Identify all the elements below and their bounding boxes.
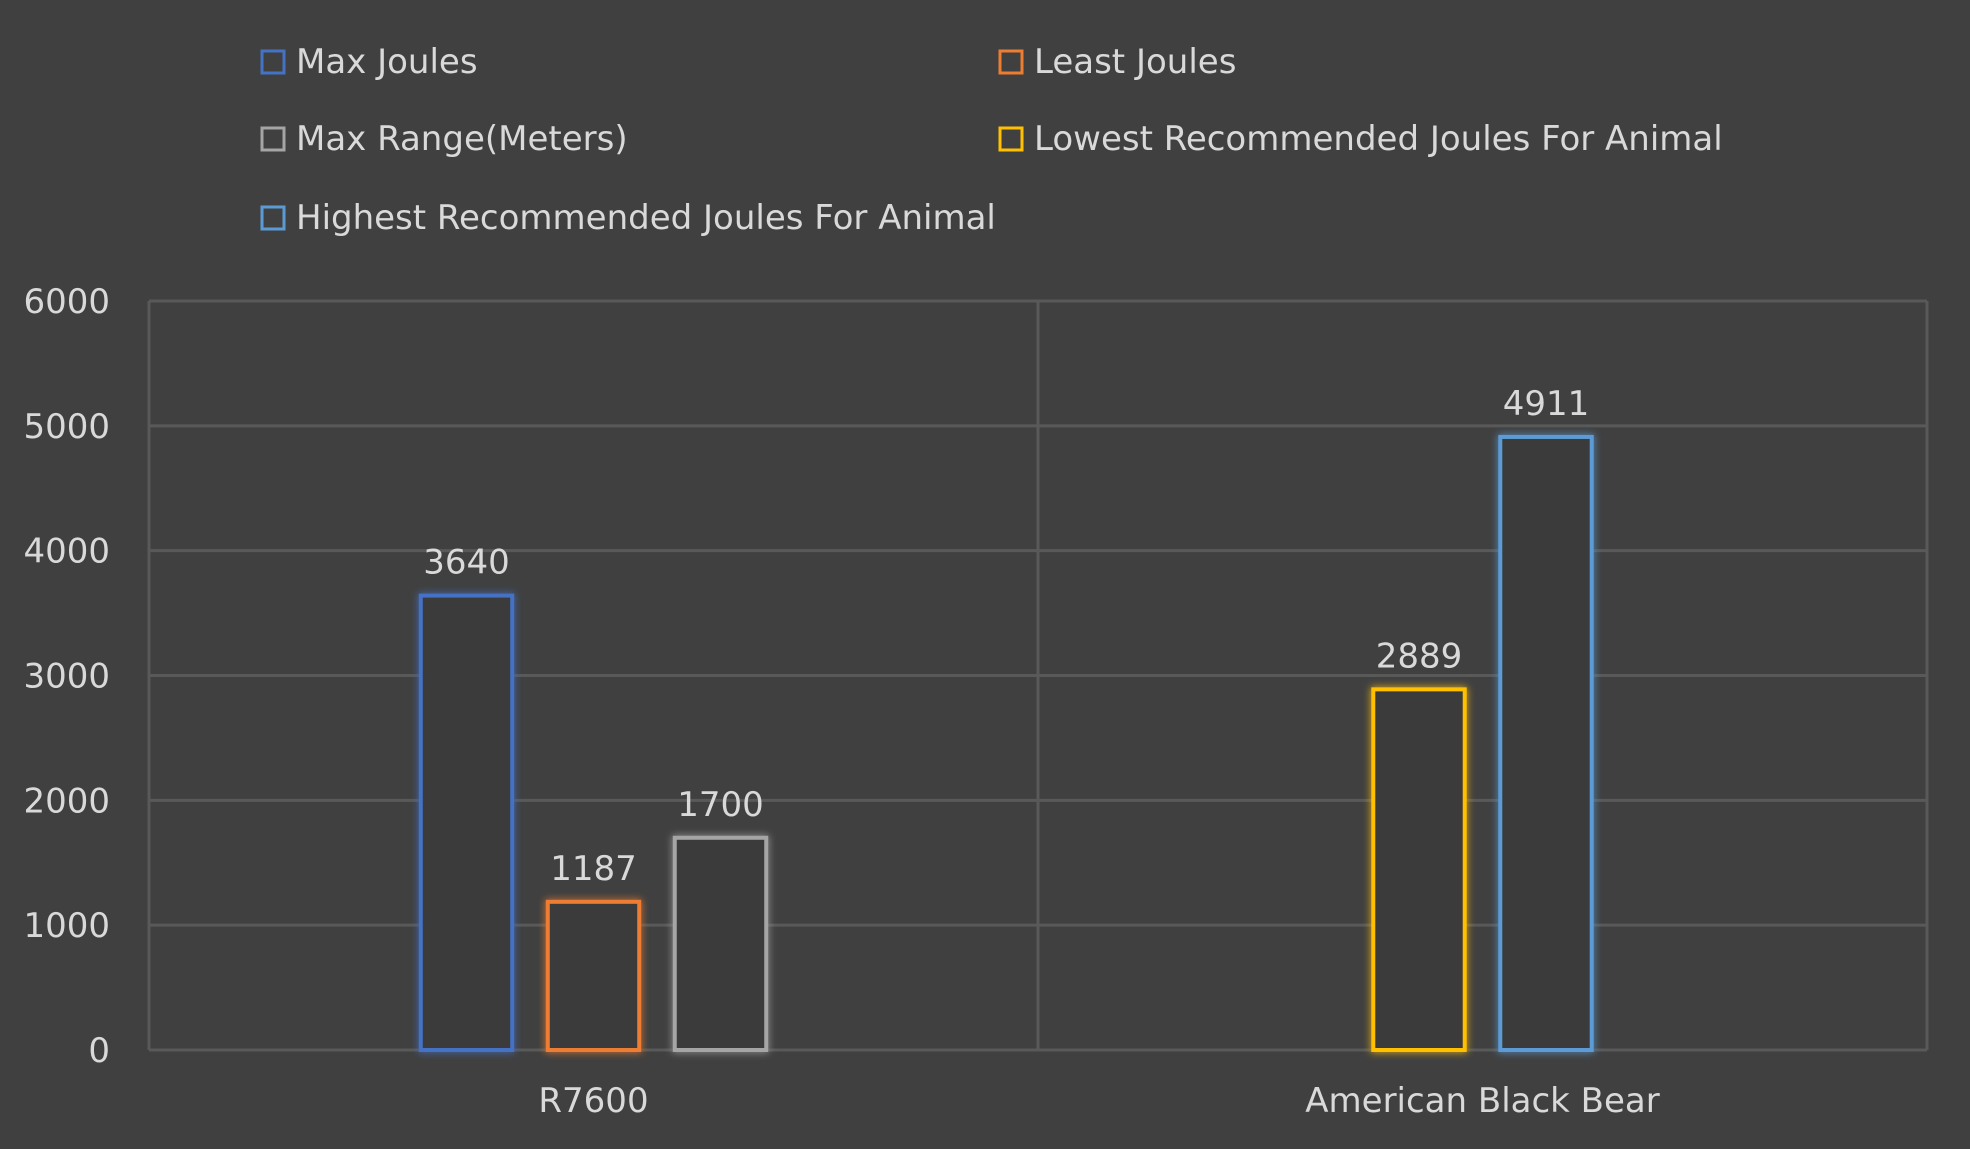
y-tick-label: 1000: [23, 906, 110, 946]
x-category-label: American Black Bear: [1305, 1081, 1659, 1121]
y-tick-label: 5000: [23, 407, 110, 447]
legend-swatch: [998, 49, 1024, 75]
bar: [672, 835, 769, 1052]
y-tick-label: 2000: [23, 781, 110, 821]
legend-label: Least Joules: [1034, 42, 1236, 82]
legend-swatch: [260, 205, 286, 231]
legend-label: Max Range(Meters): [296, 119, 628, 159]
x-axis-category-labels: R7600 American Black Bear: [538, 1081, 1659, 1121]
legend-item: Highest Recommended Joules For Animal: [260, 198, 996, 238]
legend-label: Highest Recommended Joules For Animal: [296, 198, 996, 238]
y-tick-label: 6000: [23, 282, 110, 322]
legend-swatch: [260, 49, 286, 75]
legend-label: Max Joules: [296, 42, 478, 82]
legend-swatch: [998, 126, 1024, 152]
data-label: 3640: [423, 543, 510, 583]
legend-swatch: [260, 126, 286, 152]
data-label: 4911: [1503, 384, 1590, 424]
bar: [418, 593, 515, 1053]
legend-item: Lowest Recommended Joules For Animal: [998, 119, 1723, 159]
data-label: 1187: [550, 849, 637, 889]
data-label: 2889: [1376, 636, 1463, 676]
bar: [1371, 687, 1467, 1052]
legend: Max Joules Least Joules Max Range(Meters) L…: [260, 42, 1723, 238]
gridlines: [147, 299, 1929, 1052]
legend-item: Least Joules: [998, 42, 1236, 82]
x-category-label: R7600: [538, 1081, 648, 1121]
y-tick-label: 4000: [23, 532, 110, 572]
bar: [545, 899, 642, 1052]
y-axis-tick-labels: 0 1000 2000 3000 4000 5000 6000: [23, 282, 110, 1071]
legend-item: Max Joules: [260, 42, 478, 82]
data-label: 1700: [677, 785, 764, 825]
bar: [1498, 434, 1594, 1053]
bars: 3640 1187 1700 2889 4911: [418, 384, 1594, 1053]
y-tick-label: 0: [88, 1031, 110, 1071]
legend-item: Max Range(Meters): [260, 119, 628, 159]
legend-label: Lowest Recommended Joules For Animal: [1034, 119, 1723, 159]
y-tick-label: 3000: [23, 657, 110, 697]
